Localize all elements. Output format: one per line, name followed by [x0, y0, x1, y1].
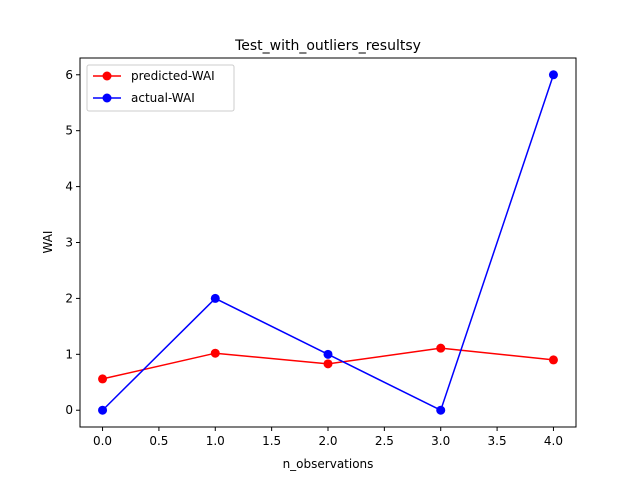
chart-title: Test_with_outliers_resultsу: [234, 38, 421, 54]
data-point-actual-wai: [210, 293, 220, 303]
data-point-actual-wai: [323, 349, 333, 359]
y-tick-label: 0: [65, 403, 73, 417]
y-tick-label: 5: [65, 124, 73, 138]
ticks-layer: 0.0 0.5 1.0 1.5 2.0 2.5 3.0 3.5 4.0 0 1 2 3 4 5 6: [65, 68, 563, 448]
legend-label-actual-wai: actual-WAI: [131, 91, 195, 105]
data-point-predicted-wai: [548, 355, 558, 365]
y-axis-label: WAI: [41, 231, 55, 254]
y-tick-label: 6: [65, 68, 73, 82]
data-point-predicted-wai: [98, 374, 108, 384]
legend: predicted-WAI actual-WAI: [86, 64, 235, 112]
data-point-actual-wai: [436, 405, 446, 415]
data-point-actual-wai: [548, 70, 558, 80]
x-tick-label: 4.0: [544, 434, 563, 448]
data-point-predicted-wai: [436, 343, 446, 353]
x-axis-label: n_observations: [283, 457, 374, 471]
x-tick-label: 2.0: [318, 434, 337, 448]
legend-frame: [86, 64, 235, 112]
x-tick-label: 3.0: [431, 434, 450, 448]
x-tick-label: 2.5: [375, 434, 394, 448]
x-tick-label: 3.5: [488, 434, 507, 448]
x-tick-label: 0.5: [149, 434, 168, 448]
series-layer: [98, 70, 558, 415]
data-point-actual-wai: [98, 405, 108, 415]
x-tick-label: 1.5: [262, 434, 281, 448]
y-tick-label: 1: [65, 347, 73, 361]
legend-marker-predicted-wai: [102, 71, 112, 81]
y-tick-label: 4: [65, 180, 73, 194]
legend-label-predicted-wai: predicted-WAI: [131, 69, 215, 83]
y-tick-label: 2: [65, 291, 73, 305]
data-point-predicted-wai: [210, 348, 220, 358]
y-tick-label: 3: [65, 236, 73, 250]
data-point-predicted-wai: [323, 359, 333, 369]
x-tick-label: 0.0: [93, 434, 112, 448]
x-tick-label: 1.0: [206, 434, 225, 448]
legend-marker-actual-wai: [102, 93, 112, 103]
